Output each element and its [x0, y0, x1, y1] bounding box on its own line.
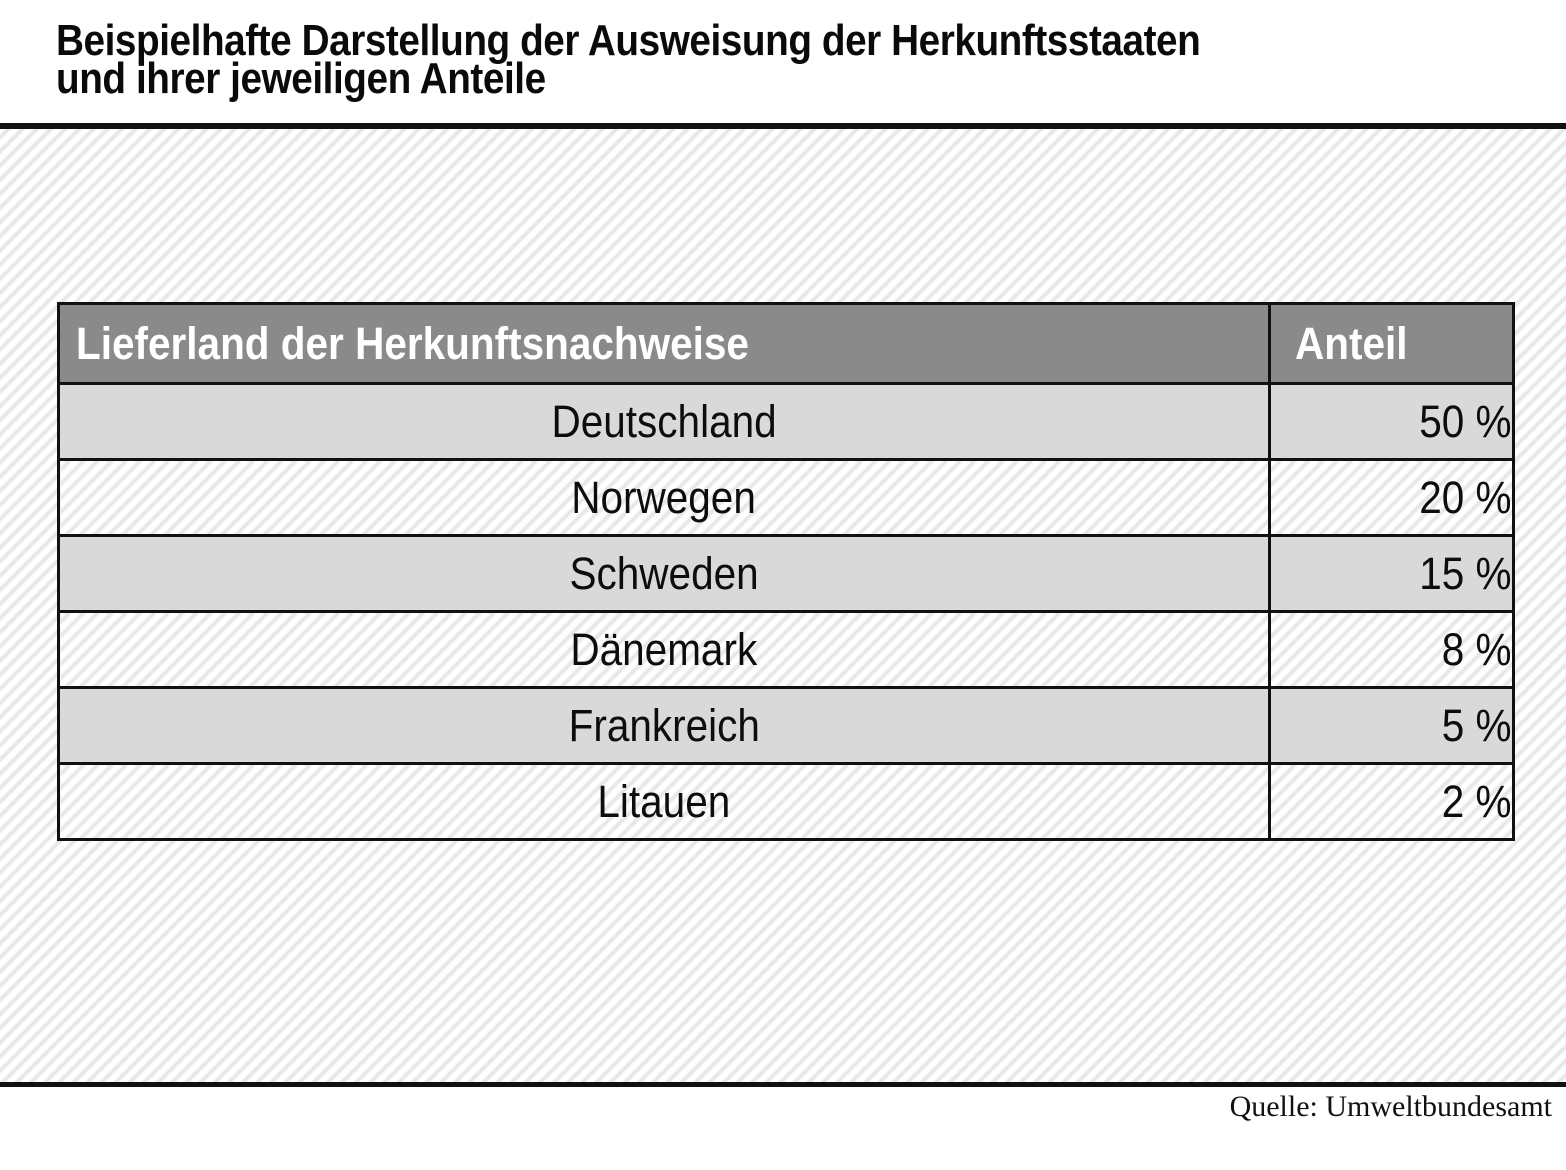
shares-table: Lieferland der Herkunftsnachweise Anteil…	[57, 302, 1515, 841]
share-value: 2 %	[1442, 775, 1512, 827]
share-cell: 50 %	[1268, 382, 1515, 461]
bottom-divider	[0, 1082, 1566, 1087]
share-value: 5 %	[1442, 699, 1512, 751]
column-header-share: Anteil	[1268, 302, 1515, 385]
country-cell: Frankreich	[57, 686, 1271, 765]
share-cell: 20 %	[1268, 458, 1515, 537]
table-row: Schweden 15 %	[57, 534, 1515, 613]
column-header-share-label: Anteil	[1295, 317, 1408, 369]
page-title: Beispielhafte Darstellung der Ausweisung…	[56, 16, 1356, 103]
table-row: Norwegen 20 %	[57, 458, 1515, 537]
column-header-country: Lieferland der Herkunftsnachweise	[57, 302, 1271, 385]
share-value: 8 %	[1442, 623, 1512, 675]
share-cell: 2 %	[1268, 762, 1515, 841]
country-cell: Dänemark	[57, 610, 1271, 689]
share-cell: 5 %	[1268, 686, 1515, 765]
country-label: Deutschland	[551, 395, 777, 447]
top-divider	[0, 123, 1566, 129]
country-label: Norwegen	[571, 471, 757, 523]
table-row: Litauen 2 %	[57, 762, 1515, 841]
source-attribution: Quelle: Umweltbundesamt	[1229, 1090, 1552, 1123]
table-row: Deutschland 50 %	[57, 382, 1515, 461]
country-label: Schweden	[569, 547, 759, 599]
country-cell: Norwegen	[57, 458, 1271, 537]
share-value: 20 %	[1419, 471, 1512, 523]
country-cell: Deutschland	[57, 382, 1271, 461]
table-row: Frankreich 5 %	[57, 686, 1515, 765]
column-header-country-label: Lieferland der Herkunftsnachweise	[76, 317, 749, 369]
share-cell: 15 %	[1268, 534, 1515, 613]
country-label: Dänemark	[570, 623, 758, 675]
page-title-line1: Beispielhafte Darstellung der Ausweisung…	[56, 16, 1201, 65]
share-value: 15 %	[1419, 547, 1512, 599]
country-cell: Schweden	[57, 534, 1271, 613]
table-header-row: Lieferland der Herkunftsnachweise Anteil	[57, 302, 1515, 385]
share-cell: 8 %	[1268, 610, 1515, 689]
country-label: Litauen	[597, 775, 731, 827]
table-row: Dänemark 8 %	[57, 610, 1515, 689]
country-label: Frankreich	[568, 699, 760, 751]
country-cell: Litauen	[57, 762, 1271, 841]
share-value: 50 %	[1419, 395, 1512, 447]
page-title-line2: und ihrer jeweiligen Anteile	[56, 54, 546, 103]
